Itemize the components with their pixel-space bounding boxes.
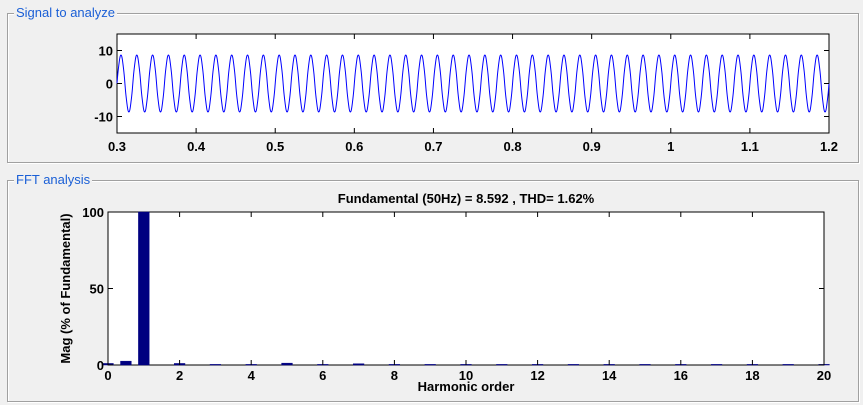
fft-panel-title: FFT analysis: [14, 172, 93, 188]
fft-panel: FFT analysis: [7, 172, 859, 402]
signal-panel: Signal to analyze: [7, 5, 859, 163]
signal-panel-title: Signal to analyze: [14, 5, 118, 21]
